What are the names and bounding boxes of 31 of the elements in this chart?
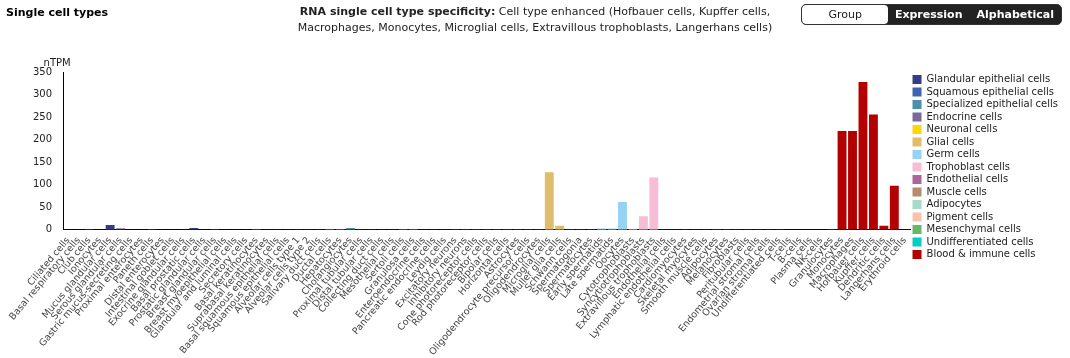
- legend-label: Specialized epithelial cells: [926, 98, 1058, 110]
- legend-label: Glial cells: [926, 135, 975, 147]
- legend-label: Pigment cells: [926, 210, 994, 222]
- bar: [848, 131, 857, 230]
- legend-label: Adipocytes: [926, 198, 982, 210]
- chart-title: RNA single cell type specificity:: [299, 5, 496, 18]
- y-tick-label: 250: [32, 110, 53, 122]
- legend-label: Trophoblast cells: [925, 160, 1010, 172]
- legend-label: Endothelial cells: [926, 173, 1009, 185]
- text: Single cell types: [6, 6, 109, 19]
- legend-label: Mesenchymal cells: [926, 223, 1021, 235]
- y-tick-label: 300: [32, 88, 53, 100]
- y-axis-title: nTPM: [43, 57, 71, 68]
- text: Expression: [893, 7, 964, 23]
- legend-label: Blood & immune cells: [926, 248, 1036, 260]
- y-tick-label: 0: [45, 223, 53, 235]
- legend-label: Glandular epithelial cells: [926, 73, 1051, 85]
- legend-label: Neuronal cells: [926, 123, 998, 135]
- y-tick-label: 200: [32, 133, 53, 145]
- text: Alphabetical: [975, 7, 1055, 23]
- legend-label: Endocrine cells: [926, 110, 1003, 122]
- legend-label: Squamous epithelial cells: [926, 85, 1055, 97]
- text: Group: [802, 5, 888, 24]
- legend-label: Germ cells: [926, 148, 980, 160]
- legend-label: Muscle cells: [926, 185, 987, 197]
- y-tick-label: 50: [39, 200, 53, 212]
- y-tick-label: 150: [32, 155, 53, 167]
- bar: [618, 201, 627, 230]
- y-tick-label: 100: [32, 178, 53, 190]
- bar: [889, 185, 899, 230]
- y-tick-label: 350: [32, 65, 53, 77]
